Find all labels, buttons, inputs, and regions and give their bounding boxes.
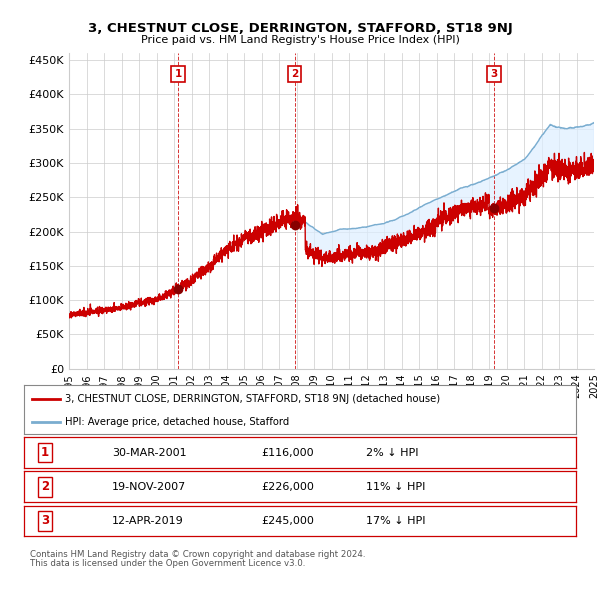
Text: 1: 1 — [41, 446, 49, 459]
Text: 3: 3 — [490, 68, 497, 78]
Text: 19-NOV-2007: 19-NOV-2007 — [112, 482, 187, 491]
Text: 2% ↓ HPI: 2% ↓ HPI — [366, 448, 419, 457]
Text: 3, CHESTNUT CLOSE, DERRINGTON, STAFFORD, ST18 9NJ: 3, CHESTNUT CLOSE, DERRINGTON, STAFFORD,… — [88, 22, 512, 35]
Text: 30-MAR-2001: 30-MAR-2001 — [112, 448, 187, 457]
Text: This data is licensed under the Open Government Licence v3.0.: This data is licensed under the Open Gov… — [30, 559, 305, 568]
Text: £245,000: £245,000 — [262, 516, 314, 526]
Text: HPI: Average price, detached house, Stafford: HPI: Average price, detached house, Staf… — [65, 417, 290, 427]
Text: 3: 3 — [41, 514, 49, 527]
Text: 1: 1 — [175, 68, 182, 78]
Text: £226,000: £226,000 — [262, 482, 314, 491]
Text: 3, CHESTNUT CLOSE, DERRINGTON, STAFFORD, ST18 9NJ (detached house): 3, CHESTNUT CLOSE, DERRINGTON, STAFFORD,… — [65, 394, 440, 404]
Text: Price paid vs. HM Land Registry's House Price Index (HPI): Price paid vs. HM Land Registry's House … — [140, 35, 460, 45]
Text: £116,000: £116,000 — [262, 448, 314, 457]
Text: Contains HM Land Registry data © Crown copyright and database right 2024.: Contains HM Land Registry data © Crown c… — [30, 550, 365, 559]
Text: 11% ↓ HPI: 11% ↓ HPI — [366, 482, 425, 491]
Text: 2: 2 — [41, 480, 49, 493]
Text: 2: 2 — [291, 68, 298, 78]
Text: 17% ↓ HPI: 17% ↓ HPI — [366, 516, 426, 526]
Text: 12-APR-2019: 12-APR-2019 — [112, 516, 184, 526]
